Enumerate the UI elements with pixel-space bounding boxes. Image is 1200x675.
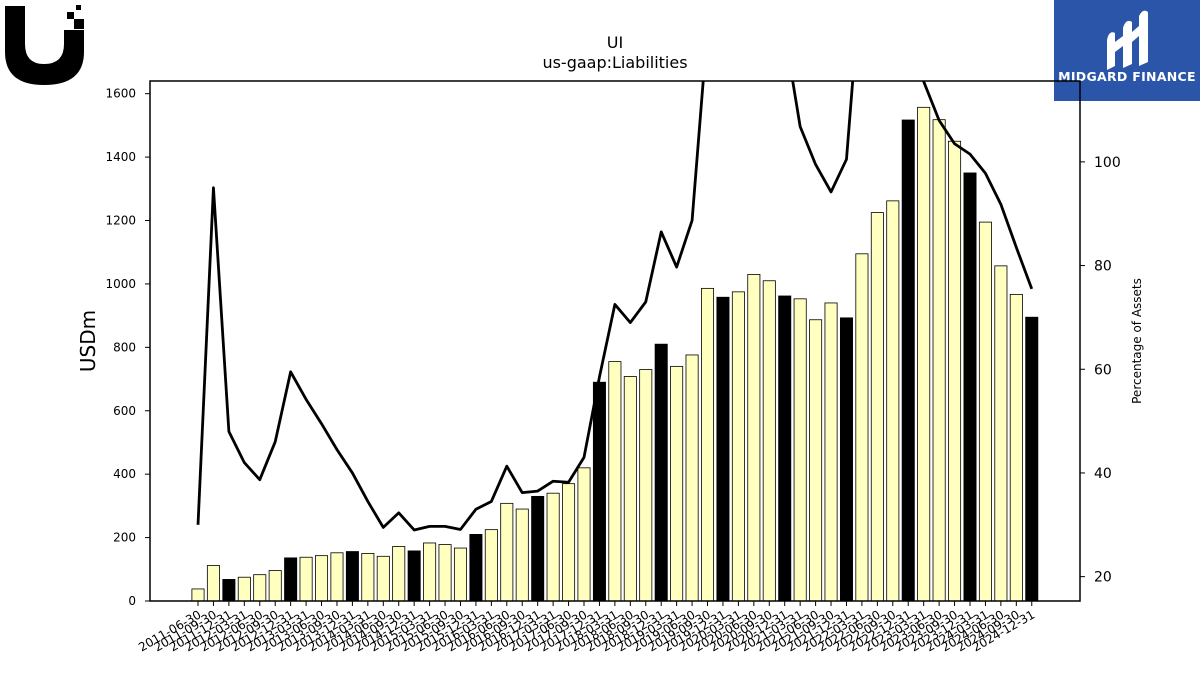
y2-tick-label: 60 xyxy=(1094,362,1112,378)
y2-tick-label: 20 xyxy=(1094,570,1112,586)
y-axis-label: USDm xyxy=(76,310,100,372)
bar-2022-12-31 xyxy=(901,119,915,602)
bar-2012-12-31 xyxy=(284,557,298,602)
bar-2013-12-31 xyxy=(345,551,359,602)
bar-2020-03-31 xyxy=(731,291,745,602)
bar-2016-12-31 xyxy=(531,495,545,602)
bar-2017-03-31 xyxy=(546,492,560,602)
bar-2022-06-30 xyxy=(870,212,884,602)
y-tick-label: 1400 xyxy=(105,150,136,164)
bar-2019-09-30 xyxy=(701,287,715,602)
bar-2020-12-31 xyxy=(778,295,792,602)
bar-2018-06-30 xyxy=(623,376,637,602)
y-tick-label: 800 xyxy=(113,340,136,354)
y-tick-label: 0 xyxy=(128,594,136,608)
bar-2013-09-30 xyxy=(330,552,344,602)
bar-2015-12-31 xyxy=(469,534,483,602)
bar-2017-12-31 xyxy=(592,381,606,602)
bar-2011-09-30 xyxy=(206,565,220,602)
y-tick-label: 600 xyxy=(113,404,136,418)
bar-2024-03-31 xyxy=(978,221,992,602)
y2-tick-label: 40 xyxy=(1094,466,1112,482)
bar-2021-06-30 xyxy=(809,319,823,602)
brand-name: MIDGARD FINANCE xyxy=(1058,69,1196,84)
y-axis-ticks: 0 200 400 600 800 1000 1200 1400 1600 xyxy=(105,87,150,608)
bar-2012-09-30 xyxy=(268,570,282,602)
bar-2011-06-30 xyxy=(191,588,205,602)
plot-frame xyxy=(149,80,1081,602)
bar-2018-12-31 xyxy=(654,343,668,602)
y2-axis-label: Percentage of Assets xyxy=(1130,278,1144,404)
bar-2016-03-31 xyxy=(484,529,498,602)
bar-2019-06-30 xyxy=(685,354,699,602)
bar-2015-03-31 xyxy=(423,542,437,602)
brand-badge: MIDGARD FINANCE xyxy=(1054,0,1200,101)
y-tick-label: 1000 xyxy=(105,277,136,291)
bar-2012-06-30 xyxy=(253,574,267,602)
chart-title: UI xyxy=(607,33,623,52)
midgard-m-icon xyxy=(1107,10,1148,70)
bar-2022-03-31 xyxy=(855,253,869,602)
bar-2015-09-30 xyxy=(453,547,467,602)
bar-2019-03-31 xyxy=(670,365,684,602)
chart-subtitle: us-gaap:Liabilities xyxy=(542,53,687,72)
y2-tick-label: 100 xyxy=(1094,155,1121,171)
bar-2014-06-30 xyxy=(376,555,390,602)
bar-2018-03-31 xyxy=(608,361,622,602)
bar-2013-06-30 xyxy=(315,555,329,602)
bar-2022-09-30 xyxy=(886,200,900,602)
percentage-line xyxy=(196,81,1034,532)
bar-2023-12-31 xyxy=(963,172,977,602)
ubiquiti-u-logo-icon xyxy=(5,5,84,85)
bar-2023-09-30 xyxy=(948,140,962,602)
bar-2019-12-31 xyxy=(716,296,730,602)
bar-2018-09-30 xyxy=(639,369,653,602)
bar-2024-06-30 xyxy=(994,265,1008,602)
bar-2011-12-31 xyxy=(222,579,236,602)
y-tick-label: 200 xyxy=(113,531,136,545)
line-series xyxy=(196,81,1034,532)
bar-2017-09-30 xyxy=(577,467,591,602)
bar-2024-12-31 xyxy=(1025,316,1039,602)
x-axis-ticks: 2011-06-302011-09-302011-12-312012-03-31… xyxy=(136,601,1037,654)
bar-2014-03-31 xyxy=(361,553,375,602)
y2-axis-ticks: 20 40 60 80 100 xyxy=(1080,155,1121,586)
y-tick-label: 1200 xyxy=(105,214,136,228)
bar-2020-06-30 xyxy=(747,274,761,602)
bar-2013-03-31 xyxy=(299,556,313,602)
bar-2023-03-31 xyxy=(917,106,931,602)
y-tick-label: 1600 xyxy=(105,87,136,101)
bar-2016-09-30 xyxy=(515,508,529,602)
bar-2021-09-30 xyxy=(824,302,838,602)
bar-2014-12-31 xyxy=(407,550,421,602)
y-tick-label: 400 xyxy=(113,467,136,481)
bar-2016-06-30 xyxy=(500,502,514,602)
bar-2023-06-30 xyxy=(932,119,946,602)
bar-2021-12-31 xyxy=(839,317,853,602)
bar-series xyxy=(191,106,1039,602)
bar-2014-09-30 xyxy=(392,546,406,602)
bar-2015-06-30 xyxy=(438,544,452,602)
bar-2024-09-30 xyxy=(1009,293,1023,602)
y2-tick-label: 80 xyxy=(1094,259,1112,275)
bar-2021-03-31 xyxy=(793,298,807,602)
bar-2017-06-30 xyxy=(562,483,576,602)
bar-2020-09-30 xyxy=(762,280,776,602)
bar-2012-03-31 xyxy=(237,576,251,602)
